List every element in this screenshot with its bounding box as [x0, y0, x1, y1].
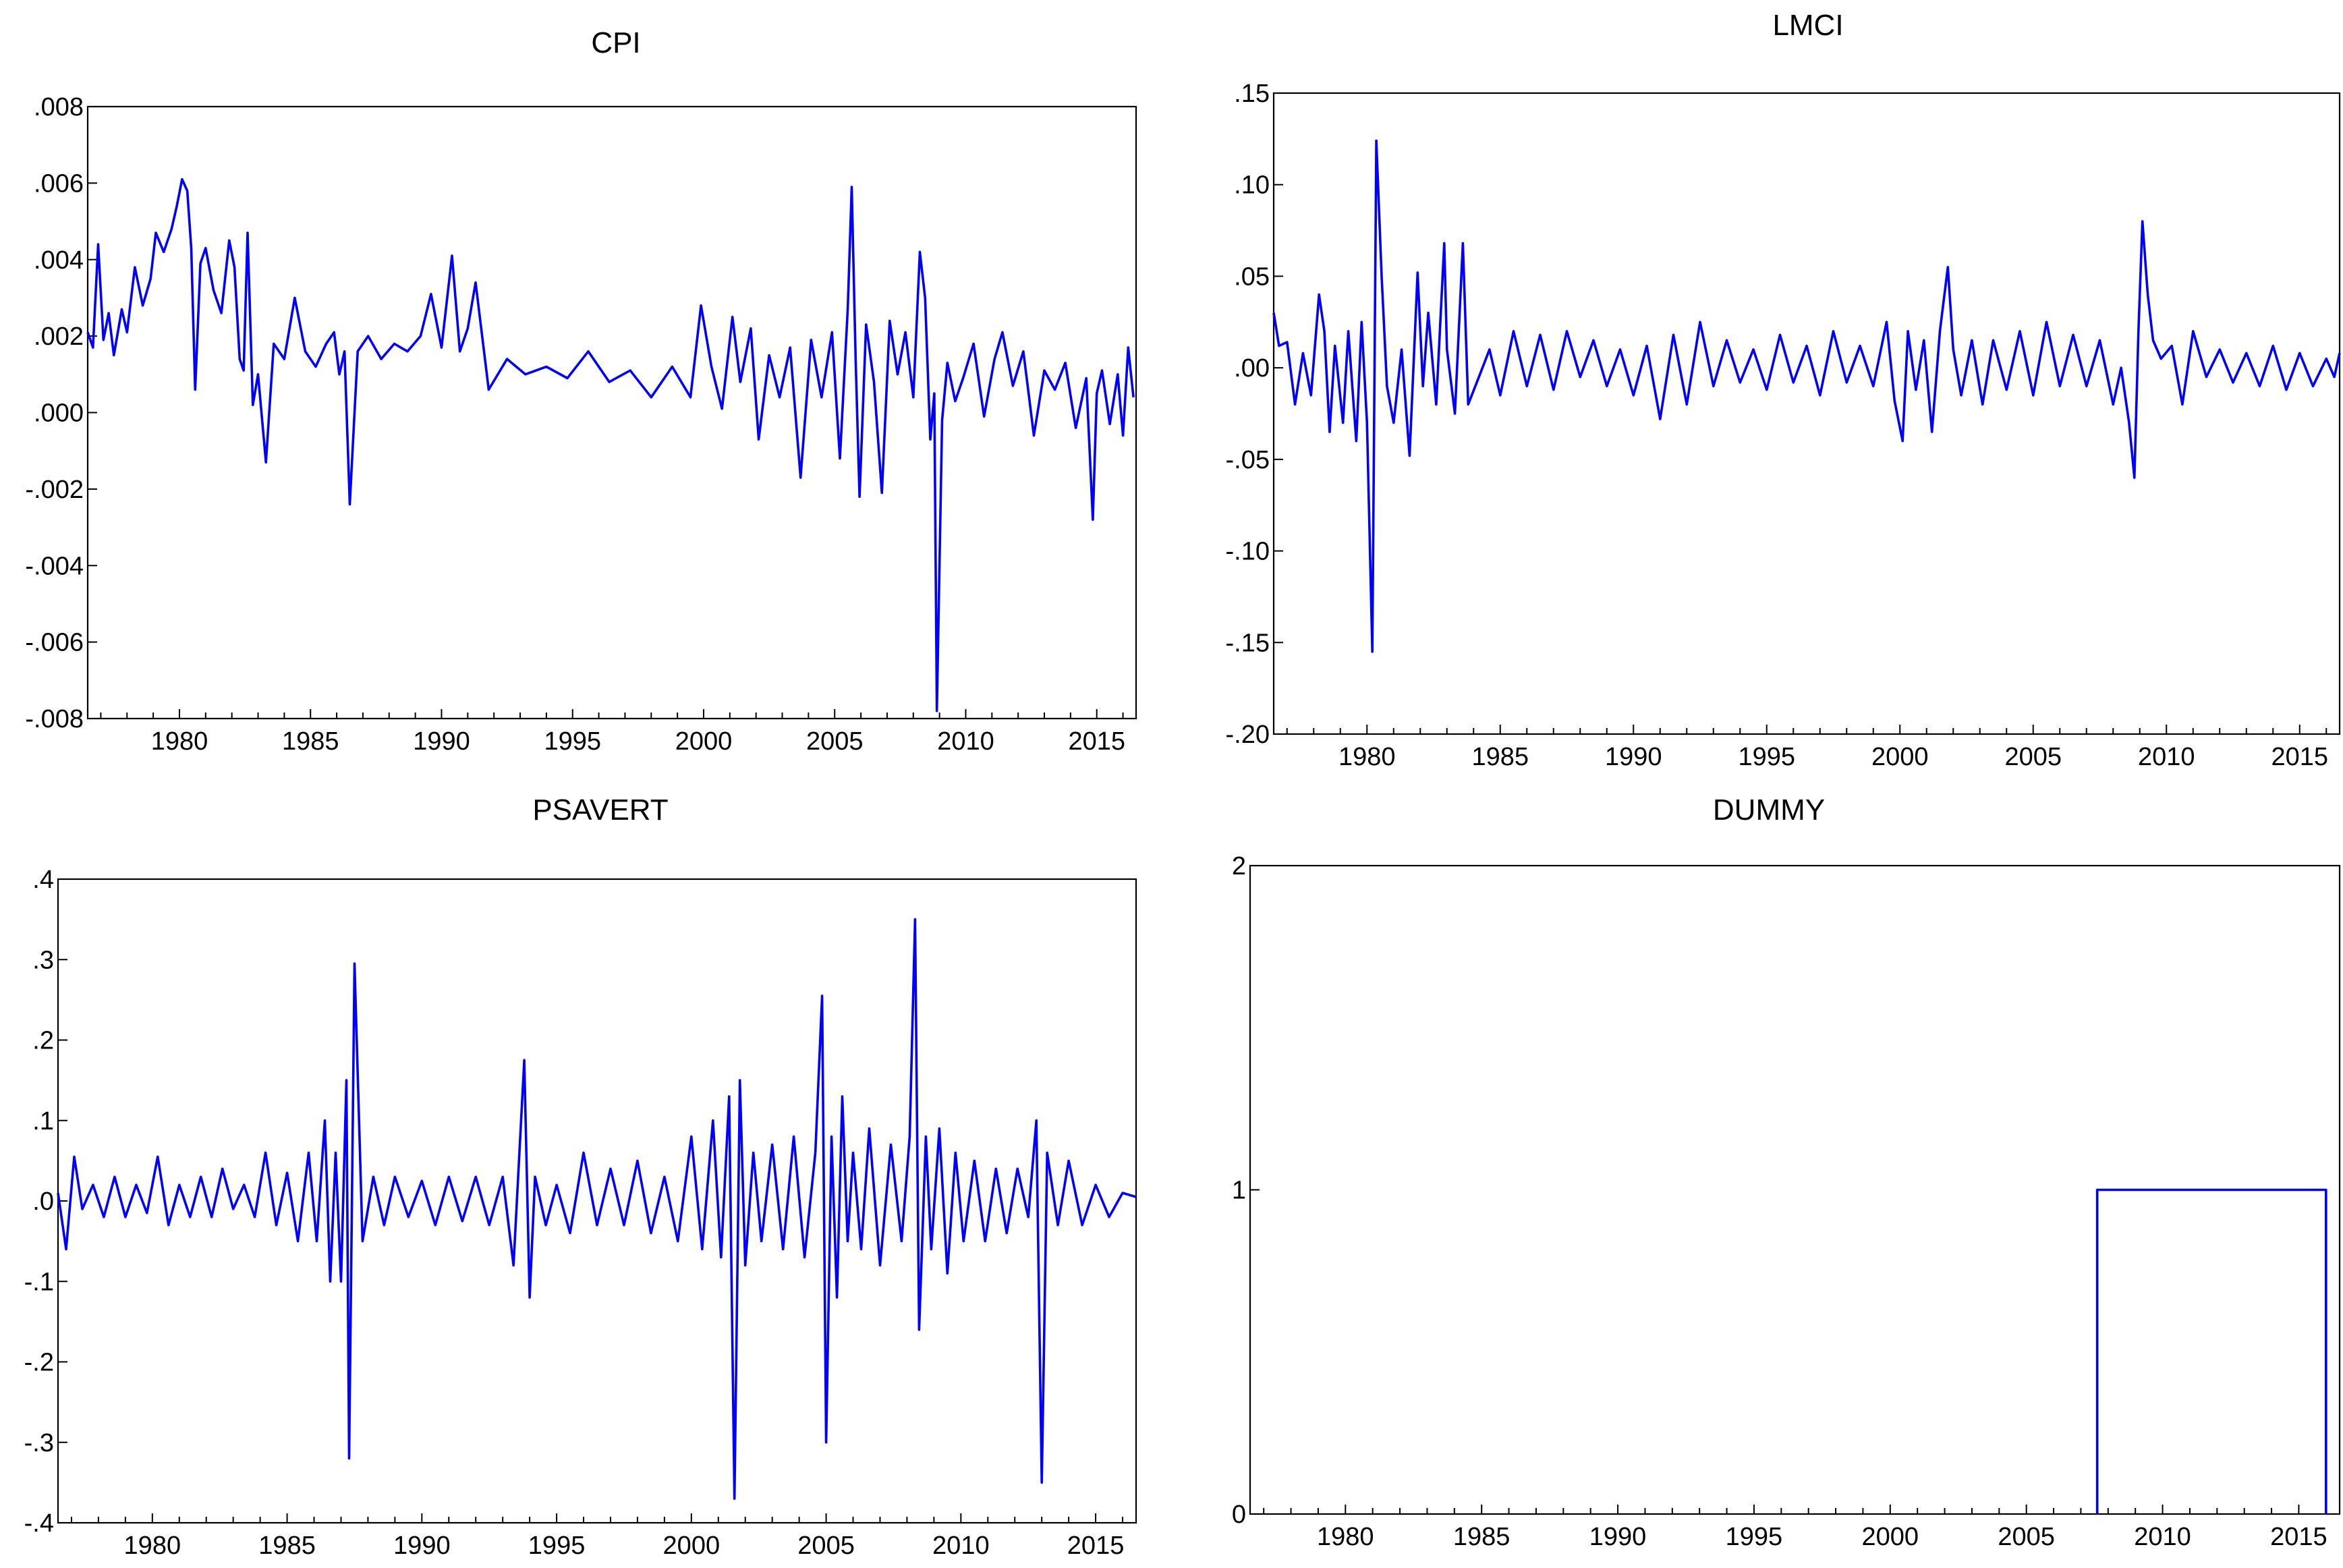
- y-tick-label: 1: [1232, 1177, 1246, 1205]
- plot-frame: [86, 105, 1137, 720]
- y-tick-label: -.008: [25, 705, 84, 733]
- y-tick-label: -.05: [1226, 446, 1270, 474]
- x-tick-label: 1980: [1317, 1523, 1374, 1551]
- x-tick-label: 1990: [1589, 1523, 1647, 1551]
- y-tick-label: -.1: [24, 1268, 54, 1296]
- y-tick-label: .00: [1234, 354, 1270, 383]
- x-tick-label: 1985: [1453, 1523, 1511, 1551]
- y-tick-label: -.10: [1226, 538, 1270, 566]
- x-tick-label: 1985: [282, 727, 339, 756]
- x-tick-label: 2005: [2004, 743, 2062, 771]
- y-tick-label: .0: [32, 1187, 54, 1216]
- x-tick-label: 2015: [2270, 1523, 2327, 1551]
- chart-panel-dummy: DUMMY 2 1 0 1980 1985 1990 1995 2000 2005 2010 2015: [1232, 793, 2341, 1551]
- y-tick-label: .002: [34, 323, 84, 351]
- x-tick-label: 2005: [797, 1532, 855, 1560]
- x-tick-label: 1995: [528, 1532, 586, 1560]
- x-tick-label: 1995: [1738, 743, 1795, 771]
- series-line-cpi: [86, 177, 1135, 712]
- chart-title: LMCI: [1772, 9, 1843, 42]
- x-tick-label: 2015: [1068, 727, 1125, 756]
- x-tick-label: 2010: [2138, 743, 2195, 771]
- y-tick-label: .000: [34, 399, 84, 428]
- x-tick-label: 2010: [937, 727, 994, 756]
- chart-panel-cpi: CPI .008 .006 .004 .002 .000 -.002 -.004 -.006 -.…: [25, 26, 1137, 756]
- y-tick-label: 0: [1232, 1501, 1246, 1529]
- chart-title: CPI: [591, 26, 640, 59]
- y-tick-label: .006: [34, 169, 84, 198]
- x-tick-label: 2015: [1067, 1532, 1125, 1560]
- y-tick-label: .4: [32, 866, 54, 894]
- y-tick-label: .1: [32, 1107, 54, 1136]
- x-tick-label: 1995: [544, 727, 601, 756]
- x-tick-label: 1980: [151, 727, 208, 756]
- x-tick-label: 1980: [124, 1532, 181, 1560]
- x-tick-label: 2005: [806, 727, 864, 756]
- y-tick-label: .2: [32, 1027, 54, 1055]
- chart-panel-psavert: PSAVERT .4 .3 .2 .1 .0 -.1 -.2 -.3 -.4 1980 1985 199…: [24, 793, 1137, 1560]
- plot-frame: [1272, 92, 2341, 735]
- y-tick-label: -.3: [24, 1429, 54, 1457]
- x-tick-label: 1990: [1605, 743, 1662, 771]
- y-tick-label: -.15: [1226, 629, 1270, 657]
- series-line-lmci: [1272, 139, 2341, 653]
- x-tick-label: 2000: [1862, 1523, 1919, 1551]
- series-line-psavert: [57, 918, 1137, 1500]
- x-tick-label: 1990: [413, 727, 470, 756]
- y-tick-label: .3: [32, 946, 54, 974]
- x-tick-label: 2000: [663, 1532, 721, 1560]
- plot-frame: [57, 878, 1137, 1524]
- series-line-dummy: [2095, 1188, 2327, 1514]
- x-tick-label: 1985: [258, 1532, 316, 1560]
- y-tick-label: .15: [1234, 80, 1270, 108]
- y-tick-label: .10: [1234, 171, 1270, 200]
- x-tick-label: 2010: [932, 1532, 990, 1560]
- x-tick-label: 1980: [1338, 743, 1396, 771]
- x-tick-label: 2000: [675, 727, 733, 756]
- y-tick-label: -.006: [25, 629, 84, 657]
- y-tick-label: .004: [34, 246, 84, 275]
- chart-title: PSAVERT: [532, 793, 668, 827]
- y-tick-label: .05: [1234, 262, 1270, 291]
- chart-panel-lmci: LMCI .15 .10 .05 .00 -.05 -.10 -.15 -.20 1980 1985…: [1226, 9, 2341, 771]
- x-tick-label: 1985: [1471, 743, 1529, 771]
- y-tick-label: -.004: [25, 552, 84, 580]
- x-tick-label: 2015: [2271, 743, 2328, 771]
- chart-title: DUMMY: [1713, 793, 1825, 827]
- y-tick-label: -.2: [24, 1349, 54, 1377]
- x-tick-label: 2010: [2134, 1523, 2191, 1551]
- y-tick-label: -.4: [24, 1509, 54, 1538]
- y-tick-label: -.002: [25, 476, 84, 504]
- x-tick-label: 1995: [1726, 1523, 1783, 1551]
- y-tick-label: 2: [1232, 852, 1246, 880]
- x-tick-label: 2000: [1871, 743, 1929, 771]
- x-tick-label: 2005: [1998, 1523, 2055, 1551]
- y-tick-label: .008: [34, 93, 84, 121]
- y-tick-label: -.20: [1226, 721, 1270, 749]
- x-tick-label: 1990: [393, 1532, 451, 1560]
